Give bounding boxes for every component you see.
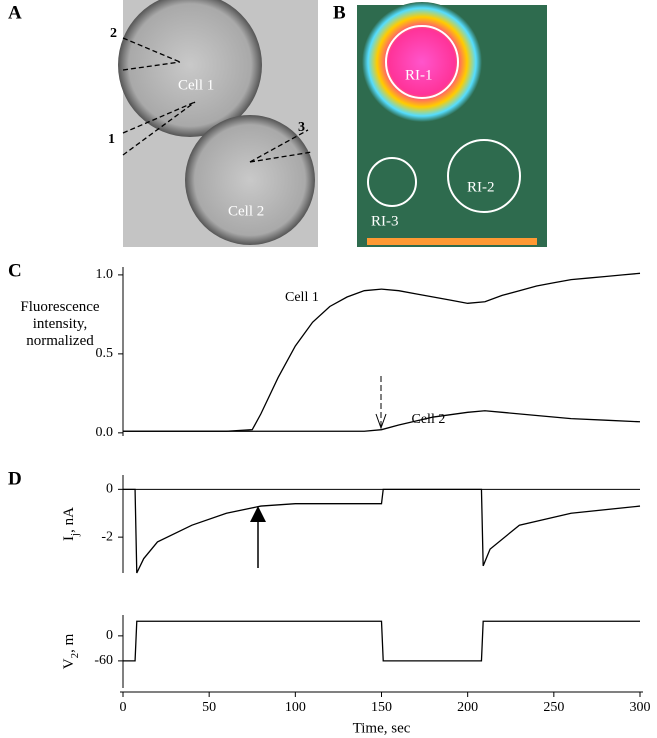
y-tick-label: 0.5 <box>96 346 114 361</box>
label-sub: 2 <box>69 653 81 659</box>
x-tick-label: 300 <box>630 700 651 715</box>
x-tick-label: 250 <box>543 700 564 715</box>
x-tick-label: 200 <box>457 700 478 715</box>
y-tick-label: -60 <box>94 653 113 668</box>
y-axis-label: Ij, nA <box>61 507 80 541</box>
x-tick-label: 0 <box>120 700 127 715</box>
y-tick-label: 1.0 <box>96 267 114 282</box>
fluorescence-image <box>357 2 547 247</box>
series-label: Cell 1 <box>285 290 319 305</box>
label-sub: j <box>69 533 81 537</box>
label-part: V <box>61 658 77 669</box>
x-tick-label: 50 <box>202 700 216 715</box>
pipette-label: 2 <box>110 26 117 41</box>
y-axis-label: V2, m <box>61 633 80 669</box>
trace <box>123 410 641 432</box>
x-axis-label: Time, sec <box>353 720 411 736</box>
label-part: , m <box>61 633 77 653</box>
region-label: RI-3 <box>371 213 399 229</box>
pipette-label: 1 <box>108 132 115 147</box>
panel-label: B <box>333 2 346 23</box>
trace <box>123 620 640 662</box>
trace <box>123 488 641 574</box>
y-tick-label: 0 <box>106 628 113 643</box>
pipette-label: 3 <box>298 120 305 135</box>
arrow <box>250 376 387 568</box>
cell-label: Cell 2 <box>228 203 264 219</box>
series-label: Cell 2 <box>412 412 446 427</box>
x-tick-label: 150 <box>371 700 392 715</box>
y-tick-label: 0 <box>106 482 113 497</box>
region-label: RI-1 <box>405 67 433 83</box>
panel-label: D <box>8 468 22 489</box>
trace <box>123 272 641 432</box>
panel-label: C <box>8 260 22 281</box>
cell-label: Cell 1 <box>178 77 214 93</box>
micrograph <box>118 0 318 247</box>
label-part: , nA <box>61 507 77 533</box>
y-tick-label: -2 <box>101 529 113 544</box>
x-tick-label: 100 <box>285 700 306 715</box>
y-tick-label: 0.0 <box>96 425 114 440</box>
y-axis-label: normalized <box>26 333 94 349</box>
y-axis-label: Fluorescence <box>20 299 99 315</box>
region-label: RI-2 <box>467 179 495 195</box>
panel-label: A <box>8 2 22 23</box>
y-axis-label: intensity, <box>33 316 87 332</box>
label-part: I <box>61 536 77 541</box>
